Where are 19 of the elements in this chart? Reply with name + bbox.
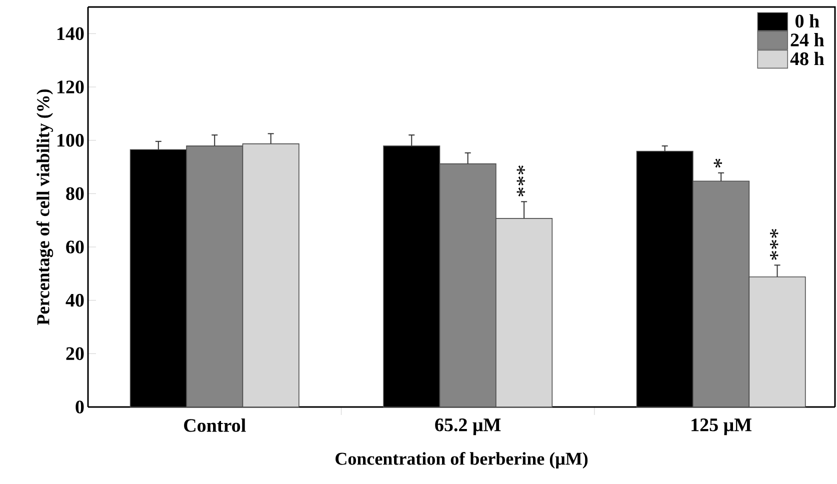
y-tick-label: 120 bbox=[58, 80, 84, 94]
y-axis-title: Percentage of cell viability (%) bbox=[36, 89, 54, 325]
x-tick-label: Control bbox=[184, 418, 246, 432]
y-tick-label: 20 bbox=[66, 347, 84, 360]
legend-label: 24 h bbox=[790, 33, 824, 46]
annotation: *** bbox=[516, 166, 525, 196]
y-tick-label: 80 bbox=[66, 187, 84, 200]
annotation: *** bbox=[770, 228, 778, 260]
y-tick-label: 140 bbox=[58, 27, 84, 40]
x-tick-label: 125 μM bbox=[692, 418, 752, 436]
y-tick-label: 100 bbox=[58, 134, 84, 147]
x-axis-title: Concentration of berberine (μM) bbox=[336, 452, 588, 469]
legend-label: 48 h bbox=[790, 52, 824, 66]
y-tick-label: 60 bbox=[66, 240, 84, 254]
annotation: * bbox=[714, 158, 722, 168]
y-tick-label: 40 bbox=[66, 294, 84, 307]
legend-label: 0 h bbox=[795, 14, 820, 28]
y-tick-label: 0 bbox=[76, 400, 84, 414]
x-tick-label: 65.2 μM bbox=[435, 418, 501, 436]
